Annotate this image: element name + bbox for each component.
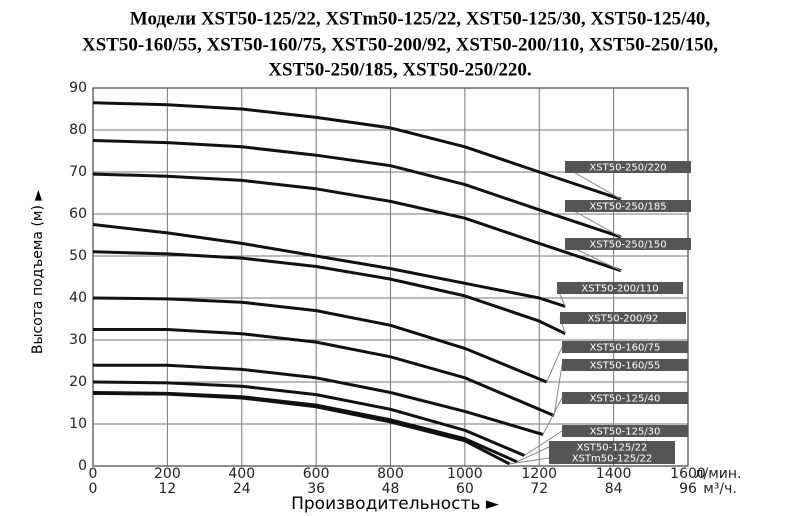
series-label: XST50-125/30 [590, 427, 661, 438]
leader-line [546, 346, 563, 383]
chart-title: XST50-160/55, XST50-160/75, XST50-200/92… [82, 34, 718, 55]
curve [92, 296, 548, 384]
y-tick-label: 90 [69, 80, 87, 96]
x-tick-label: 200 [154, 466, 181, 482]
x-tick-label: 1600 [670, 466, 706, 482]
series-label: XST50-250/185 [589, 202, 666, 213]
x-tick-label: 1400 [596, 466, 632, 482]
label-box [565, 238, 691, 250]
y-tick-label: 40 [69, 290, 87, 306]
curve [93, 328, 555, 417]
leader-line [516, 446, 550, 463]
label-box [549, 452, 675, 464]
series-label: XST50-160/55 [590, 361, 661, 372]
chart-title: Модели XST50-125/22, XSTm50-125/22, XST5… [130, 8, 711, 29]
curve [92, 250, 566, 336]
x2-tick-label: 48 [382, 481, 400, 497]
curve [92, 391, 511, 466]
curve [93, 363, 544, 436]
series-label: XSTm50-125/22 [572, 454, 653, 465]
x2-unit: м³/ч. [703, 481, 737, 497]
label-box [562, 392, 688, 404]
label-box [557, 282, 683, 294]
series-label: XST50-250/220 [589, 163, 666, 174]
x-tick-label: 1000 [447, 466, 483, 482]
x2-tick-label: 12 [158, 481, 176, 497]
curve [92, 139, 622, 239]
series-label: XST50-200/110 [581, 284, 658, 295]
series-label: XST50-125/40 [590, 394, 661, 405]
x2-tick-label: 36 [307, 481, 325, 497]
leader-line [542, 397, 563, 435]
x-tick-label: 400 [228, 466, 255, 482]
y-tick-label: 70 [69, 164, 87, 180]
label-box [549, 441, 675, 453]
x-tick-label: 1200 [521, 466, 557, 482]
label-box [560, 312, 686, 324]
label-box [565, 161, 691, 173]
curve [92, 101, 622, 201]
y-tick-label: 50 [69, 248, 87, 264]
x2-tick-label: 0 [89, 481, 98, 497]
plot-frame [92, 87, 689, 467]
leader-line [524, 430, 563, 456]
chart-title: XST50-250/185, XST50-250/220. [268, 59, 531, 80]
label-box [565, 200, 691, 212]
x-unit: л/мин. [695, 466, 742, 482]
curve [92, 223, 566, 308]
leader-line [553, 364, 563, 416]
leader-line [509, 457, 550, 465]
label-box [562, 341, 688, 353]
x2-tick-label: 24 [233, 481, 251, 497]
y-tick-label: 10 [69, 416, 87, 432]
x2-tick-label: 84 [605, 481, 623, 497]
x-tick-label: 800 [377, 466, 404, 482]
series-label: XST50-160/75 [590, 343, 661, 354]
x-tick-label: 600 [303, 466, 330, 482]
x2-tick-label: 60 [456, 481, 474, 497]
x2-tick-label: 72 [530, 481, 548, 497]
series-label: XST50-125/22 [577, 443, 648, 454]
y-tick-label: 60 [69, 206, 87, 222]
y-axis-label: Высота подъема (м) ► [30, 190, 46, 355]
curve [92, 380, 525, 457]
y-tick-label: 0 [78, 458, 87, 474]
label-box [562, 359, 688, 371]
y-tick-label: 20 [69, 374, 87, 390]
y-tick-label: 80 [69, 122, 87, 138]
curve [92, 172, 622, 273]
series-label: XST50-250/150 [589, 240, 666, 251]
x-axis-label: Производительность ► [291, 494, 500, 514]
x-tick-label: 0 [89, 466, 98, 482]
series-label: XST50-200/92 [588, 314, 659, 325]
y-tick-label: 30 [69, 332, 87, 348]
label-box [562, 425, 688, 437]
x2-tick-label: 96 [679, 481, 697, 497]
